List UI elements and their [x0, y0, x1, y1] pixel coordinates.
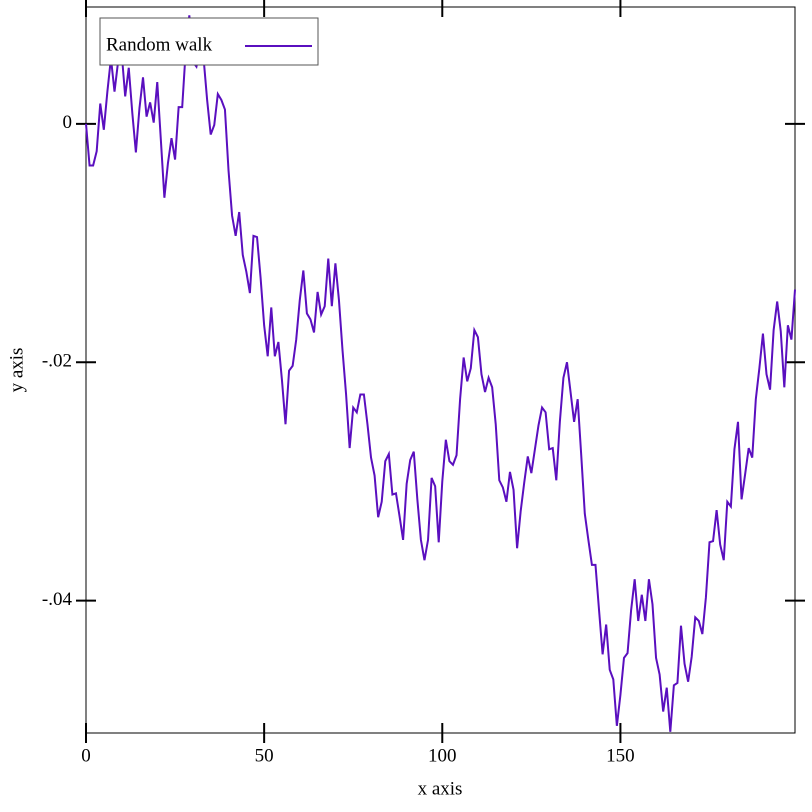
x-tick-label: 50	[255, 745, 274, 766]
x-axis-label: x axis	[418, 778, 463, 799]
x-tick-label: 0	[81, 745, 91, 766]
y-axis-label: y axis	[6, 348, 27, 393]
data-line	[85, 15, 796, 732]
x-tick-label: 100	[428, 745, 457, 766]
y-tick-label: -.02	[42, 351, 72, 372]
x-tick-label: 150	[606, 745, 635, 766]
y-tick-label: -.04	[42, 589, 73, 610]
y-tick-label: 0	[63, 112, 73, 133]
plot-frame	[85, 6, 796, 734]
legend-label: Random walk	[106, 34, 213, 55]
legend-box	[99, 17, 319, 66]
